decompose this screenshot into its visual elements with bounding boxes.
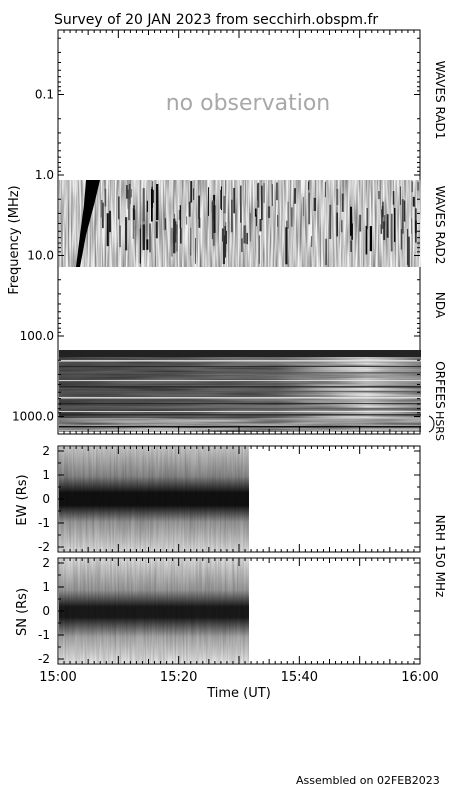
time-tick-label: 16:00 xyxy=(401,670,438,685)
ew-image xyxy=(59,447,249,551)
rad2-spectrogram xyxy=(59,180,421,267)
nrh-tick-label: -1 xyxy=(38,516,50,530)
sn-image xyxy=(59,559,249,663)
spectrogram-y-axis: 0.1 1.0 10.0 100.0 1000.0 xyxy=(12,37,420,424)
band-label-hsrs: HSRS xyxy=(433,411,446,441)
orfees-spectrogram xyxy=(59,350,421,418)
sn-axis-label: SN (Rs) xyxy=(15,588,30,636)
spectrogram-tick-label: 1.0 xyxy=(35,168,54,182)
no-observation-label: no observation xyxy=(166,91,331,116)
band-label-nda: NDA xyxy=(433,292,447,319)
nrh-tick-label: 0 xyxy=(42,492,50,506)
nrh-tick-label: 0 xyxy=(42,604,50,618)
nrh-tick-label: -2 xyxy=(38,540,50,554)
nrh-tick-label: -1 xyxy=(38,628,50,642)
band-label-waves-rad2: WAVES RAD2 xyxy=(433,186,447,265)
nrh-sn-panel: 2 1 0 -1 -2 SN (Rs) xyxy=(15,556,421,666)
nrh-tick-label: 1 xyxy=(42,580,50,594)
ew-axis-label: EW (Rs) xyxy=(15,474,30,525)
spectrogram-panel: no observation 0.1 1.0 10.0 100.0 1000.0 Fre… xyxy=(7,29,447,441)
chart-title: Survey of 20 JAN 2023 from secchirh.obsp… xyxy=(54,12,378,28)
frequency-axis-label: Frequency (MHz) xyxy=(7,185,22,294)
spectrogram-tick-label: 100.0 xyxy=(20,329,54,343)
sn-y-axis: 2 1 0 -1 -2 xyxy=(38,556,420,666)
time-tick-label: 15:20 xyxy=(160,670,197,685)
time-tick-label: 15:00 xyxy=(39,670,76,685)
hsrs-spectrogram xyxy=(59,418,421,432)
spectrogram-tick-label: 1000.0 xyxy=(12,410,54,424)
nrh-tick-label: 1 xyxy=(42,468,50,482)
time-axis-label: Time (UT) xyxy=(206,686,271,701)
nrh-tick-label: 2 xyxy=(42,556,50,570)
time-axis: 15:00 15:20 15:40 16:00 xyxy=(39,670,438,685)
radio-burst xyxy=(76,180,100,267)
band-label-waves-rad1: WAVES RAD1 xyxy=(433,61,447,140)
band-label-orfees: ORFEES xyxy=(433,361,447,408)
nrh-ew-panel: 2 1 0 -1 -2 EW (Rs) xyxy=(15,444,421,554)
nrh-tick-label: -2 xyxy=(38,652,50,666)
spectrogram-tick-label: 10.0 xyxy=(27,249,54,263)
band-labels: WAVES RAD1 WAVES RAD2 NDA ORFEES HSRS xyxy=(428,61,447,441)
ew-y-axis: 2 1 0 -1 -2 xyxy=(38,444,420,554)
nrh-tick-label: 2 xyxy=(42,444,50,458)
hsrs-bracket xyxy=(428,415,435,433)
time-tick-label: 15:40 xyxy=(281,670,318,685)
spectrogram-tick-label: 0.1 xyxy=(35,88,54,102)
nrh-label: NRH 150 MHz xyxy=(433,515,447,598)
assembled-date: Assembled on 02FEB2023 xyxy=(296,774,440,787)
time-ticks xyxy=(57,30,421,664)
